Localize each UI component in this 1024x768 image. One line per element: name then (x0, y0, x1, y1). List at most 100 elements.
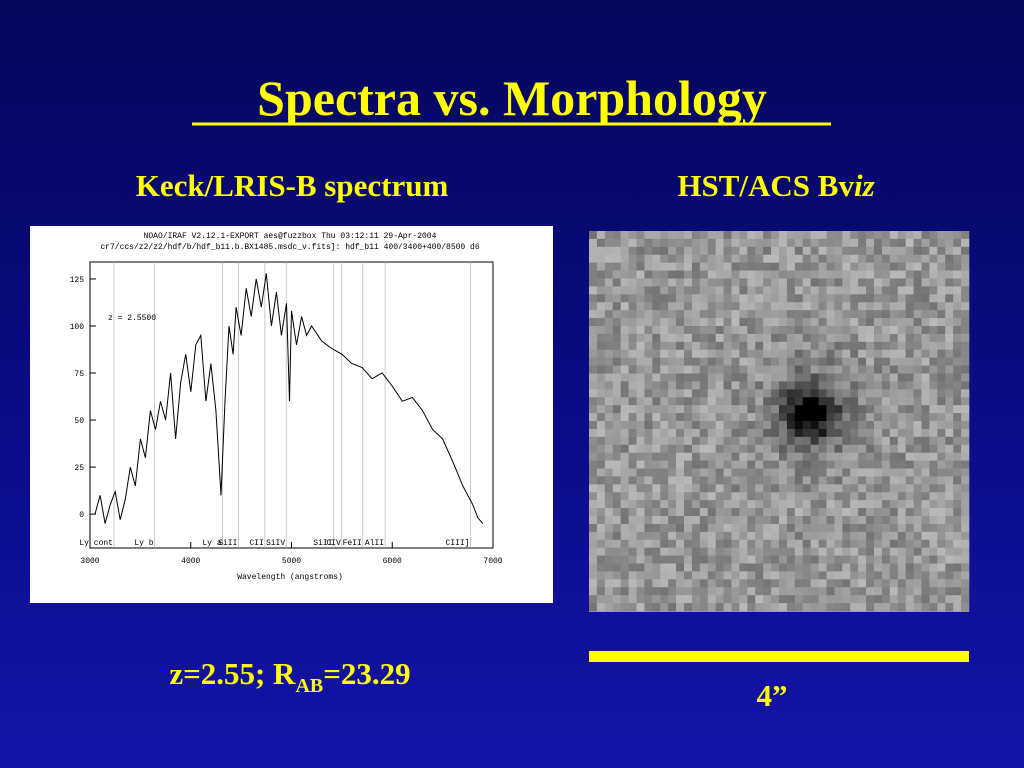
pixel (612, 326, 621, 335)
pixel (881, 563, 891, 572)
pixel (818, 405, 827, 414)
pixel (810, 413, 819, 422)
pixel (668, 373, 677, 382)
pixel (628, 349, 637, 358)
scale-bar (589, 651, 969, 662)
pixel (739, 579, 748, 588)
pixel (905, 468, 914, 477)
pixel (794, 587, 804, 596)
pixel (905, 444, 914, 453)
pixel (644, 492, 653, 501)
pixel (668, 436, 677, 446)
pixel (620, 603, 629, 612)
pixel (905, 460, 914, 469)
pixel (636, 254, 645, 263)
pixel (707, 365, 716, 374)
pixel (660, 246, 669, 256)
pixel (596, 555, 606, 564)
pixel (747, 278, 756, 287)
pixel (707, 476, 716, 485)
pixel (676, 476, 685, 485)
pixel (660, 452, 669, 461)
pixel (937, 444, 946, 453)
pixel (786, 349, 796, 358)
pixel (881, 397, 891, 406)
pixel (866, 333, 875, 343)
pixel (755, 484, 764, 493)
pixel (802, 310, 811, 319)
pixel (858, 357, 867, 366)
pixel (794, 326, 804, 335)
pixel (660, 508, 669, 517)
pixel (723, 476, 732, 485)
pixel (628, 547, 637, 556)
pixel (858, 516, 867, 525)
pixel (604, 231, 614, 240)
pixel (889, 563, 899, 572)
pixel (747, 357, 756, 366)
pixel (755, 294, 764, 303)
pixel (612, 547, 621, 556)
pixel (945, 246, 954, 256)
pixel (596, 262, 606, 271)
pixel (723, 436, 732, 446)
pixel (604, 555, 614, 564)
pixel (731, 231, 740, 240)
pixel (755, 428, 764, 438)
pixel (676, 397, 685, 406)
pixel (937, 373, 946, 382)
pixel (945, 286, 954, 295)
pixel (755, 547, 764, 556)
pixel (589, 270, 598, 279)
pixel (826, 492, 835, 501)
pixel (889, 539, 899, 548)
pixel (723, 587, 732, 596)
pixel (858, 262, 867, 271)
pixel (691, 587, 701, 596)
pixel (897, 508, 906, 517)
pixel (953, 262, 962, 271)
pixel (676, 571, 685, 580)
pixel (929, 476, 938, 485)
pixel (660, 254, 669, 263)
pixel (874, 286, 883, 295)
pixel (794, 555, 804, 564)
pixel (889, 603, 899, 612)
pixel (889, 428, 899, 438)
pixel (684, 381, 693, 390)
pixel (779, 555, 788, 564)
pixel (874, 516, 883, 525)
pixel (684, 389, 693, 398)
pixel (691, 516, 701, 525)
pixel (929, 444, 938, 453)
pixel (620, 444, 629, 453)
pixel (612, 579, 621, 588)
pixel (850, 341, 859, 351)
pixel (684, 428, 693, 438)
pixel (921, 563, 930, 572)
hst-pixels (589, 231, 970, 612)
pixel (731, 286, 740, 295)
pixel (652, 231, 661, 240)
pixel (786, 326, 796, 335)
pixel (589, 421, 598, 430)
pixel (652, 365, 661, 374)
pixel (684, 579, 693, 588)
pixel (850, 365, 859, 374)
pixel (937, 523, 946, 533)
pixel (763, 555, 772, 564)
pixel (636, 571, 645, 580)
pixel (826, 326, 835, 335)
pixel (842, 595, 851, 604)
pixel (913, 278, 922, 287)
pixel (858, 428, 867, 438)
pixel (810, 500, 819, 509)
pixel (937, 270, 946, 279)
pixel (794, 468, 804, 477)
pixel (913, 341, 922, 351)
pixel (684, 246, 693, 256)
pixel (612, 262, 621, 271)
pixel (739, 460, 748, 469)
pixel (628, 587, 637, 596)
pixel (953, 318, 962, 327)
